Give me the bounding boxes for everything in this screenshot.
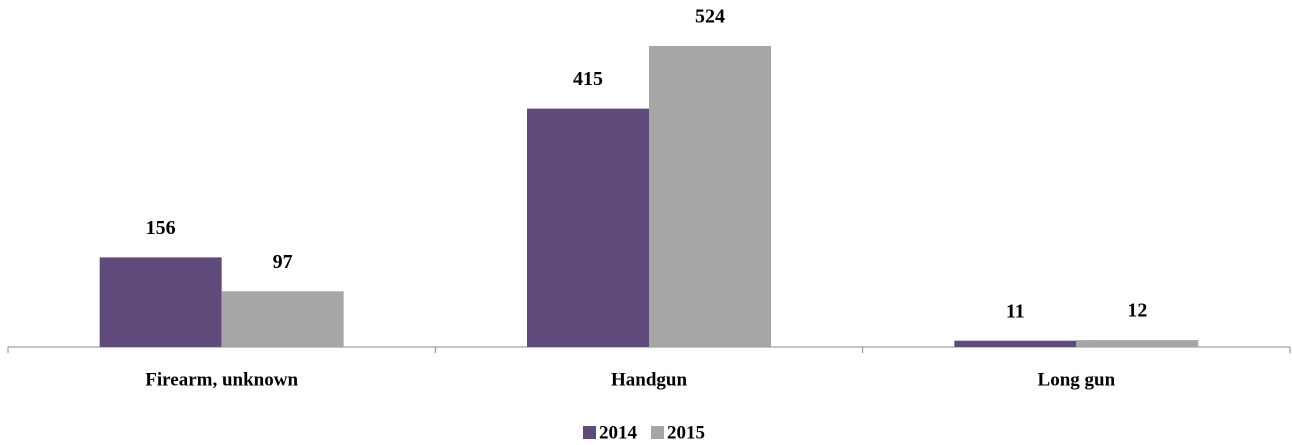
x-tick-label: Long gun [1038, 369, 1116, 390]
bar [527, 108, 649, 347]
bar [954, 340, 1077, 347]
bar [649, 46, 771, 347]
bar [221, 291, 344, 347]
data-label: 11 [1006, 300, 1025, 322]
bar [99, 257, 222, 347]
data-label: 524 [695, 6, 725, 28]
bar [1076, 340, 1199, 347]
legend-swatch [583, 426, 596, 439]
x-tick-label: Firearm, unknown [145, 369, 298, 390]
data-label: 156 [146, 217, 176, 239]
x-tick-label: Handgun [611, 369, 687, 390]
data-label: 415 [573, 68, 603, 90]
legend-swatch [651, 426, 664, 439]
legend-label: 2015 [667, 422, 705, 443]
data-label: 97 [273, 251, 293, 273]
data-label: 12 [1127, 300, 1147, 322]
legend-label: 2014 [599, 422, 638, 443]
